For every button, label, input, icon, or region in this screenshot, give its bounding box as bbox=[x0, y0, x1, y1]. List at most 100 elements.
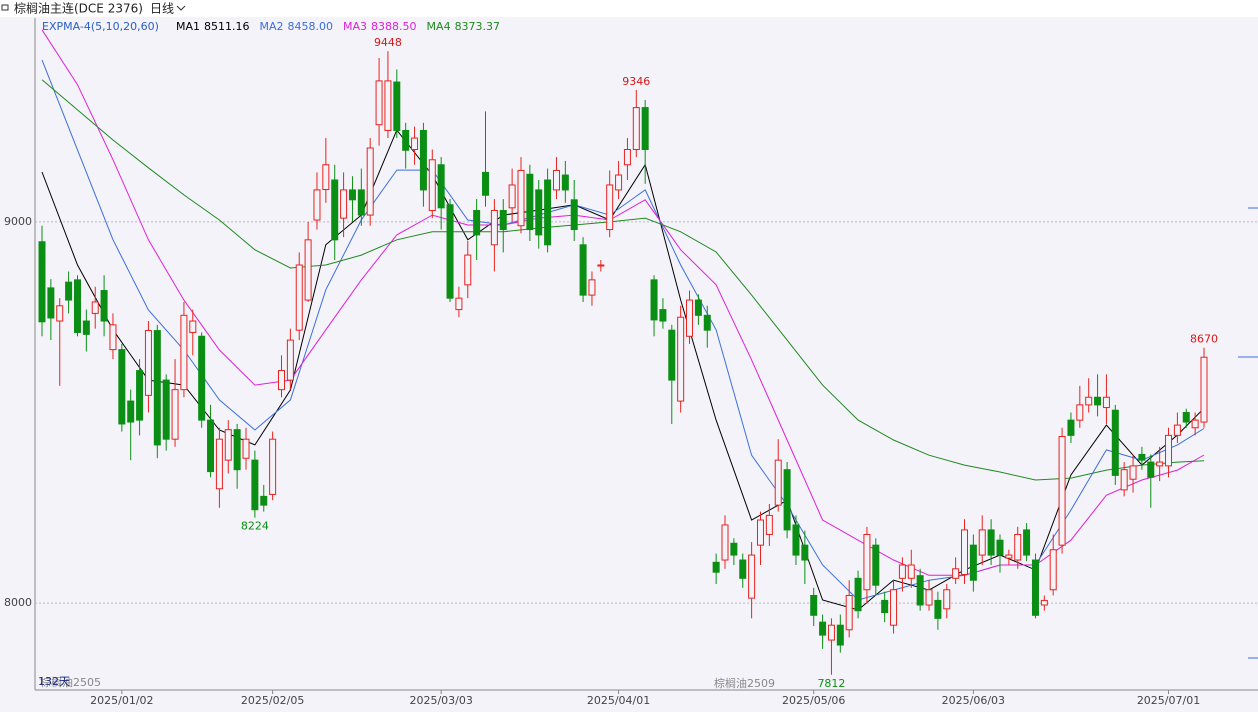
candle-body bbox=[907, 564, 915, 579]
candle-body bbox=[721, 524, 729, 561]
x-tick-label: 2025/03/03 bbox=[409, 694, 472, 707]
candle-body bbox=[606, 184, 614, 231]
candle-body bbox=[1085, 396, 1093, 406]
period[interactable]: 日线 bbox=[150, 2, 174, 16]
extreme-label: 9346 bbox=[622, 75, 650, 88]
candle-body bbox=[961, 529, 969, 576]
candle-body bbox=[38, 241, 46, 323]
candle-body bbox=[872, 544, 880, 586]
candle-body bbox=[286, 339, 294, 381]
y-tick-label: 8000 bbox=[4, 596, 32, 609]
legend-name: MA1 bbox=[176, 20, 200, 33]
candle-body bbox=[739, 559, 747, 579]
candle-body bbox=[890, 589, 898, 626]
note: 棕榈油2509 bbox=[714, 676, 775, 690]
candle-body bbox=[827, 624, 835, 641]
candle-body bbox=[544, 179, 552, 246]
candle-body bbox=[801, 544, 809, 561]
candle-body bbox=[659, 309, 667, 322]
candle-body bbox=[570, 199, 578, 231]
candle-body bbox=[1014, 533, 1022, 561]
indicator-name[interactable]: EXPMA-4(5,10,20,60) bbox=[42, 20, 159, 33]
legend: MA1 8511.16 MA2 8458.00 MA3 8388.50 MA4 8373.37 bbox=[176, 20, 500, 33]
candle-body bbox=[322, 164, 330, 191]
candle-body bbox=[1040, 599, 1048, 606]
candle-body bbox=[526, 173, 534, 231]
candle-body bbox=[384, 80, 392, 131]
candle-body bbox=[1156, 461, 1164, 467]
candle-body bbox=[1182, 412, 1190, 423]
candle-body bbox=[916, 575, 924, 606]
candle-body bbox=[1165, 434, 1173, 467]
legend-name: MA4 bbox=[427, 20, 451, 33]
candle-body bbox=[943, 589, 951, 610]
x-tick-label: 2025/04/01 bbox=[587, 694, 650, 707]
candle-body bbox=[1076, 404, 1084, 421]
candle-body bbox=[712, 561, 720, 573]
instrument-title[interactable]: 棕榈油主连(DCE 2376) bbox=[14, 1, 143, 16]
candle-body bbox=[588, 279, 596, 296]
candle-body bbox=[411, 137, 419, 151]
candle-body bbox=[863, 533, 871, 591]
candle-body bbox=[792, 524, 800, 556]
candle-body bbox=[686, 299, 694, 337]
candle-body bbox=[774, 459, 782, 506]
candle-body bbox=[1094, 396, 1102, 406]
candle-body bbox=[233, 429, 241, 471]
candle-body bbox=[756, 519, 764, 546]
candle-body bbox=[1138, 453, 1146, 461]
x-tick-label: 2025/06/03 bbox=[942, 694, 1005, 707]
candle-body bbox=[641, 107, 649, 151]
legend-name: MA2 bbox=[260, 20, 284, 33]
candle-body bbox=[295, 264, 303, 331]
candle-body bbox=[810, 594, 818, 616]
candle-body bbox=[402, 129, 410, 151]
candle-body bbox=[552, 169, 560, 191]
candle-body bbox=[508, 184, 516, 209]
candle-body bbox=[313, 189, 321, 221]
candle-body bbox=[845, 594, 853, 631]
candle-body bbox=[277, 370, 285, 391]
candle-body bbox=[144, 330, 152, 396]
candle-body bbox=[703, 314, 711, 331]
candle-body bbox=[632, 107, 640, 151]
x-tick-label: 2025/07/01 bbox=[1137, 694, 1200, 707]
candle-body bbox=[623, 149, 631, 166]
grid bbox=[35, 221, 1258, 694]
candle-body bbox=[898, 564, 906, 579]
candle-body bbox=[934, 599, 942, 619]
candle-body bbox=[836, 624, 844, 646]
candle-body bbox=[996, 539, 1004, 556]
candle-body bbox=[579, 244, 587, 296]
candle-body bbox=[819, 621, 827, 636]
candle-body bbox=[694, 299, 702, 316]
candle-body bbox=[73, 279, 81, 333]
candle-body bbox=[1067, 419, 1075, 436]
candle-body bbox=[881, 599, 889, 614]
note: 棕榈油2505 bbox=[40, 675, 101, 689]
extreme-label: 8224 bbox=[241, 520, 269, 533]
candle-body bbox=[65, 281, 73, 301]
candle-body bbox=[1102, 396, 1110, 409]
candle-body bbox=[82, 320, 90, 335]
candle-body bbox=[455, 297, 463, 311]
candle-body bbox=[419, 129, 427, 191]
candle-body bbox=[597, 264, 605, 267]
candle-body bbox=[987, 529, 995, 556]
candle-body bbox=[561, 174, 569, 191]
candle-body bbox=[499, 209, 507, 231]
candle-body bbox=[1111, 409, 1119, 476]
candle-body bbox=[952, 568, 960, 579]
candle-body bbox=[127, 400, 135, 423]
candle-body bbox=[348, 189, 356, 201]
candle-body bbox=[783, 469, 791, 531]
candle-body bbox=[198, 335, 206, 421]
legend-value: 8388.50 bbox=[371, 20, 417, 33]
extreme-label: 9448 bbox=[374, 36, 402, 49]
candle-body bbox=[1129, 465, 1137, 480]
extreme-label: 8670 bbox=[1190, 333, 1218, 346]
candle-body bbox=[171, 389, 179, 440]
candle-body bbox=[136, 370, 144, 421]
